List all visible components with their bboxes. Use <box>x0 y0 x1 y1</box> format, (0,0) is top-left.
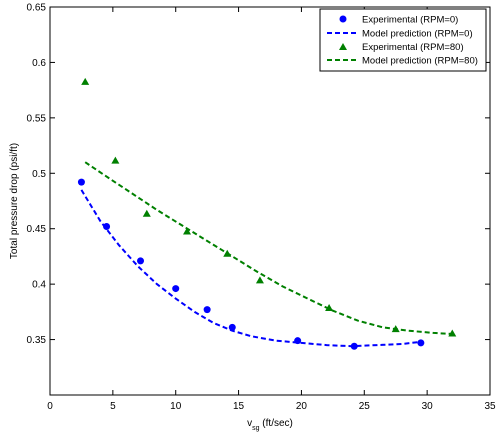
legend: Experimental (RPM=0) Model prediction (R… <box>319 8 487 72</box>
y-tick-label: 0.4 <box>32 280 46 291</box>
data-point-2 <box>223 249 232 257</box>
x-axis-label: vsg (ft/sec) <box>247 418 293 432</box>
data-point-0 <box>103 222 111 230</box>
legend-marker-experimental-rpm0 <box>339 15 347 23</box>
data-point-0 <box>203 306 211 314</box>
x-tick-label: 30 <box>422 401 434 412</box>
legend-label-experimental-rpm0: Experimental (RPM=0) <box>362 15 458 26</box>
data-point-2 <box>142 209 151 217</box>
series-layer <box>77 77 457 350</box>
x-axis-label-sub: sg <box>252 425 260 432</box>
legend-label-experimental-rpm80: Experimental (RPM=80) <box>362 42 464 53</box>
x-axis-label-main: v <box>247 418 252 429</box>
y-axis-label: Total pressure drop (psi/ft) <box>9 143 20 259</box>
data-point-2 <box>111 156 120 164</box>
ticks: 0 5 10 15 20 25 30 35 0.35 0.4 0.45 0.5 0.55 0.6 0.65 <box>27 3 496 413</box>
x-tick-label: 10 <box>170 401 182 412</box>
x-tick-label: 0 <box>47 401 53 412</box>
y-tick-label: 0.35 <box>27 335 47 346</box>
y-tick-label: 0.45 <box>27 224 47 235</box>
legend-label-model-rpm80: Model prediction (RPM=80) <box>362 56 478 67</box>
data-point-2 <box>183 227 192 235</box>
x-tick-label: 25 <box>359 401 371 412</box>
data-point-2 <box>391 325 400 333</box>
data-point-0 <box>294 337 302 345</box>
y-tick-label: 0.5 <box>32 169 46 180</box>
y-tick-label: 0.65 <box>27 3 47 14</box>
x-axis-label-unit: (ft/sec) <box>260 418 293 429</box>
data-point-0 <box>77 178 85 186</box>
data-point-2 <box>325 304 334 312</box>
legend-label-model-rpm0: Model prediction (RPM=0) <box>362 29 473 40</box>
x-tick-label: 20 <box>296 401 308 412</box>
legend-marker-experimental-rpm80 <box>339 43 347 50</box>
data-point-0 <box>172 285 180 293</box>
x-tick-label: 15 <box>233 401 245 412</box>
data-point-2 <box>255 276 264 284</box>
data-point-0 <box>350 342 358 350</box>
x-tick-label: 35 <box>484 401 496 412</box>
data-point-0 <box>417 339 425 347</box>
y-tick-label: 0.6 <box>32 58 46 69</box>
x-tick-label: 5 <box>110 401 116 412</box>
y-tick-label: 0.55 <box>27 113 47 124</box>
data-point-2 <box>448 329 457 337</box>
plot-frame <box>49 6 491 396</box>
data-point-0 <box>228 323 236 331</box>
data-point-2 <box>81 77 90 85</box>
data-point-0 <box>137 257 145 265</box>
